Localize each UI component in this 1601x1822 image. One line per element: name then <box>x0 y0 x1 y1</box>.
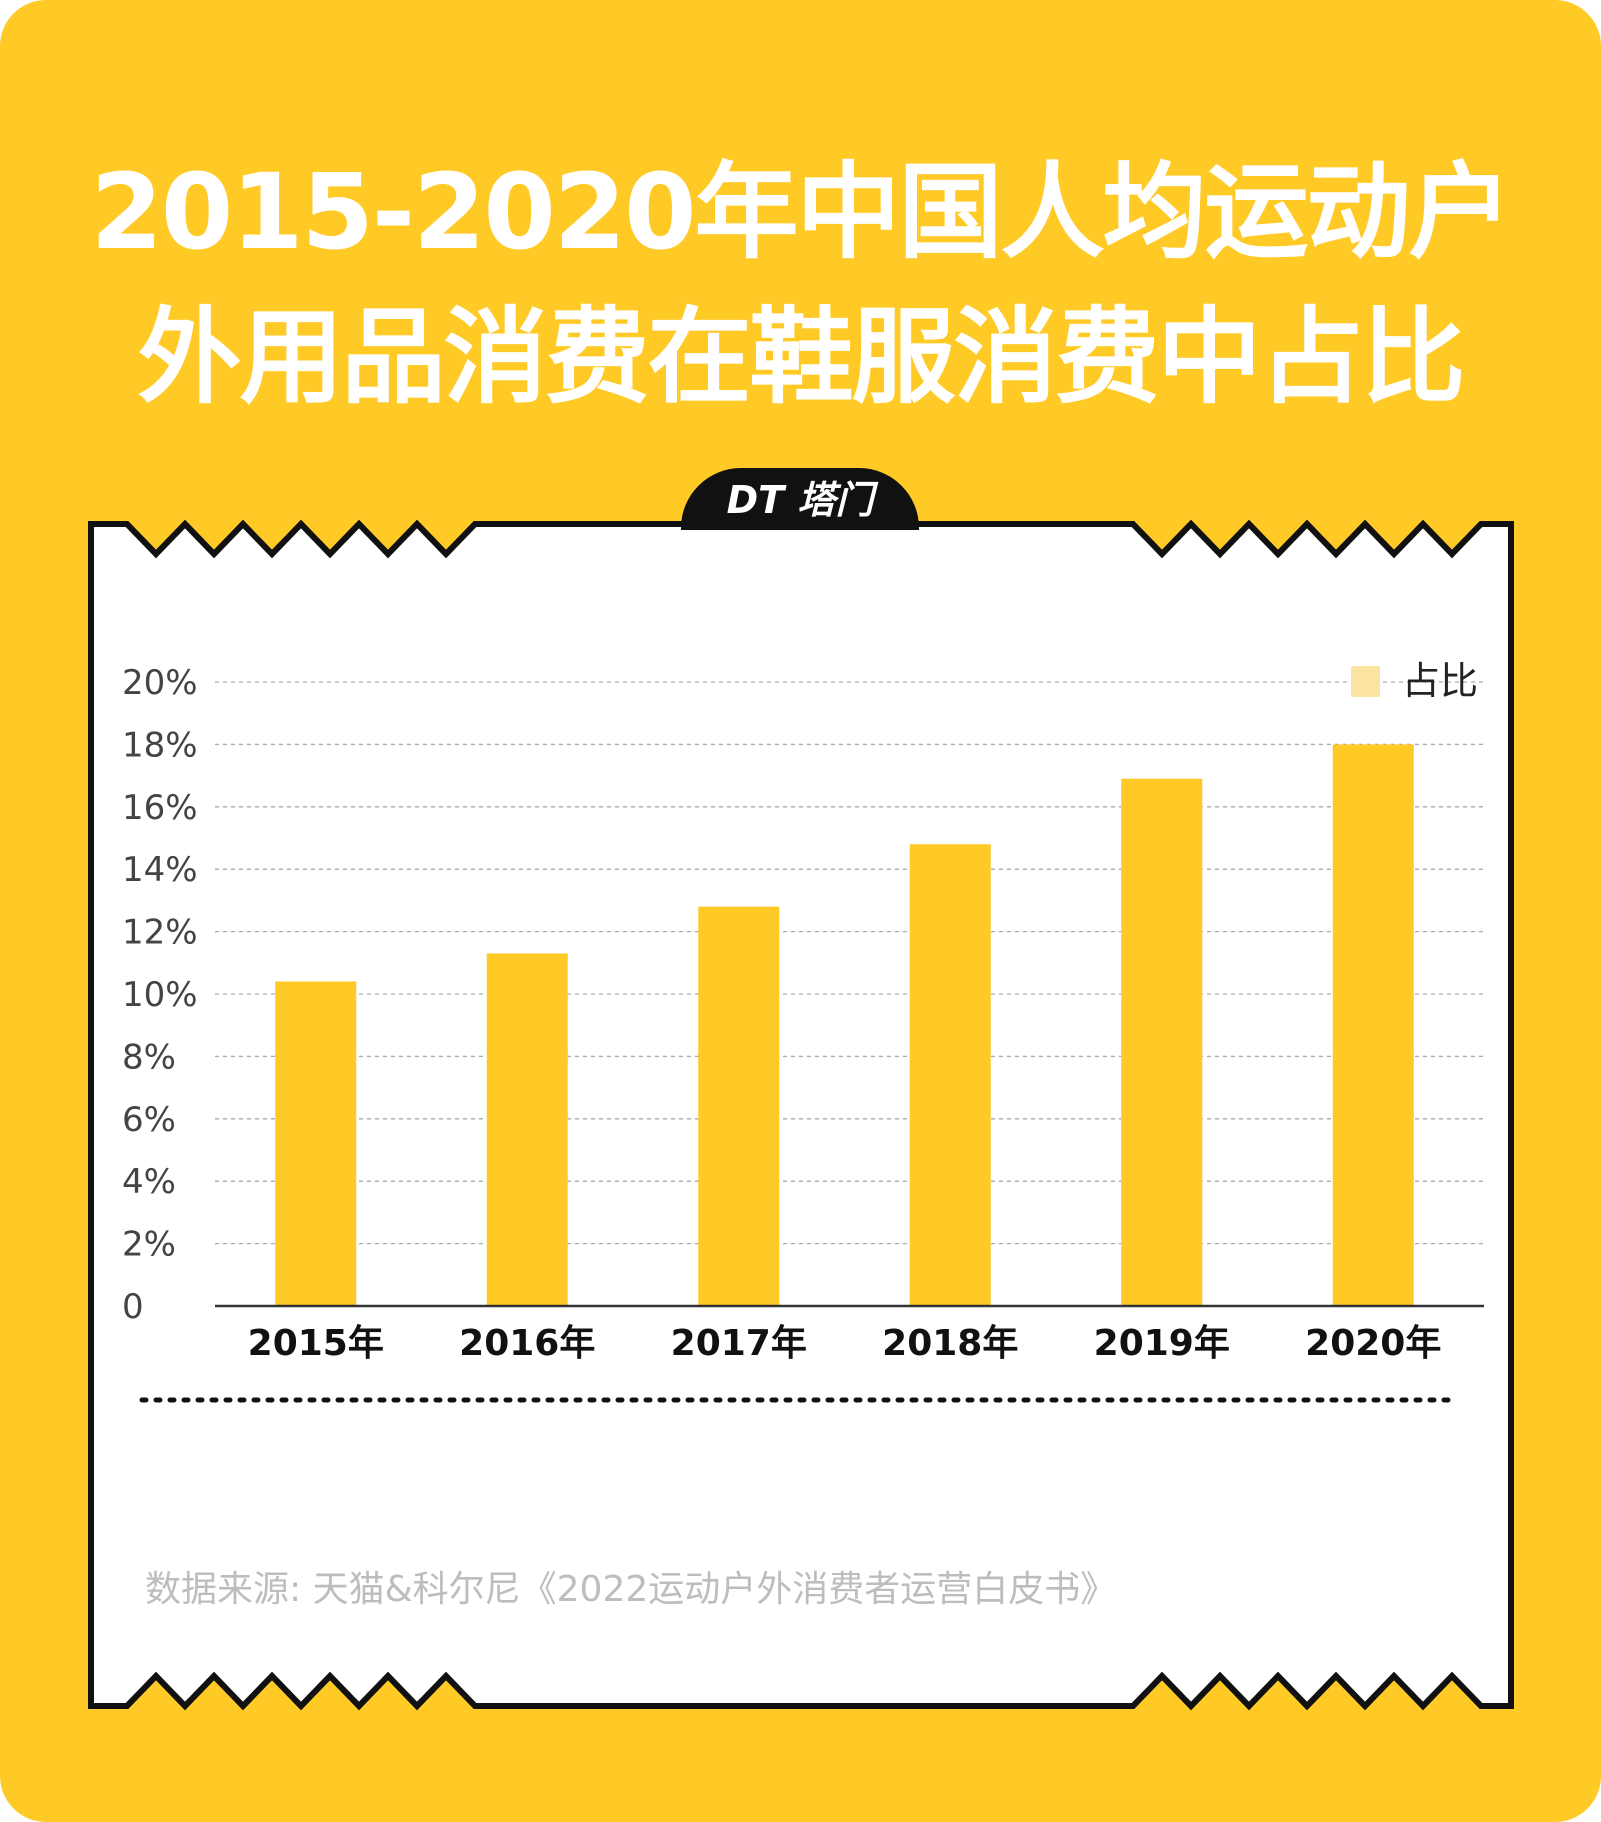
y-tick-label: 8% <box>122 1037 176 1077</box>
bar-2016年 <box>486 953 568 1306</box>
x-tick-label: 2017年 <box>671 1323 807 1364</box>
source-note: 数据来源: 天猫&科尔尼《2022运动户外消费者运营白皮书》 <box>145 1569 1117 1610</box>
y-tick-label: 4% <box>122 1162 176 1202</box>
y-tick-label: 6% <box>122 1100 176 1140</box>
x-tick-label: 2020年 <box>1305 1323 1441 1364</box>
bar-2020年 <box>1332 744 1414 1306</box>
y-tick-label: 2% <box>122 1225 176 1265</box>
x-tick-label: 2018年 <box>882 1323 1018 1364</box>
y-tick-label: 14% <box>122 850 198 890</box>
bar-2019年 <box>1121 778 1203 1306</box>
y-tick-label: 12% <box>122 913 198 953</box>
x-tick-label: 2015年 <box>248 1323 384 1364</box>
legend-swatch <box>1351 666 1380 697</box>
bar-2018年 <box>909 844 991 1306</box>
title-line-1: 2015-2020年中国人均运动户 <box>90 151 1512 273</box>
legend-label: 占比 <box>1402 659 1478 703</box>
y-tick-label: 18% <box>122 725 198 765</box>
title-line-2: 外用品消费在鞋服消费中占比 <box>137 296 1465 418</box>
bar-2017年 <box>698 906 780 1306</box>
x-tick-label: 2016年 <box>459 1323 595 1364</box>
y-tick-label: 10% <box>122 975 198 1015</box>
bar-2015年 <box>275 981 357 1306</box>
x-tick-label: 2019年 <box>1094 1323 1230 1364</box>
y-tick-label: 16% <box>122 788 198 828</box>
y-tick-label: 0 <box>122 1287 144 1327</box>
y-tick-label: 20% <box>122 663 198 703</box>
dt-logo-badge: DT 塔门 <box>681 468 919 530</box>
